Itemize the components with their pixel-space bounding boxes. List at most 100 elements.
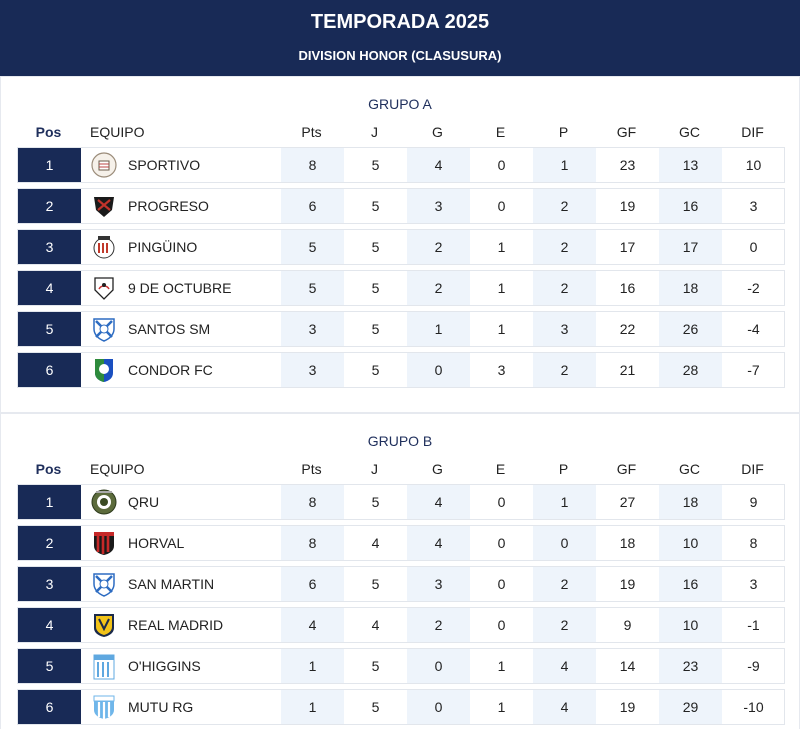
pts-cell: 8 [281,485,344,519]
position-cell: 5 [18,312,81,346]
p-cell: 2 [533,230,596,264]
g-cell: 0 [407,690,470,724]
position-cell: 6 [18,353,81,387]
g-cell: 2 [407,230,470,264]
col-gc: GC [679,461,700,477]
team-cell: CONDOR FC [81,353,281,387]
gc-cell: 16 [659,567,722,601]
team-name: HORVAL [128,535,185,551]
e-cell: 1 [497,699,506,715]
col-g: G [432,461,443,477]
group-title: GRUPO B [367,433,433,449]
column-header-row: Pos EQUIPO Pts J G E P GF GC DIF [17,121,785,143]
gf-cell: 22 [619,321,636,337]
team-cell: 9 DE OCTUBRE [81,271,281,305]
p-cell: 0 [533,526,596,560]
group-a-panel: GRUPO A Pos EQUIPO Pts J G E P GF GC DIF… [0,76,800,413]
p-cell: 2 [533,567,596,601]
j-cell: 5 [371,362,380,378]
column-header-row: Pos EQUIPO Pts J G E P GF GC DIF [17,458,785,480]
dif-cell: -10 [743,699,764,715]
g-cell: 3 [407,567,470,601]
table-row: 1 SPORTIVO 8 5 4 0 1 23 13 10 [17,147,785,183]
team-name: SPORTIVO [128,157,201,173]
pts-cell: 3 [281,353,344,387]
gc-cell: 18 [659,271,722,305]
position-cell: 3 [18,230,81,264]
gc-cell: 17 [659,230,722,264]
dif-cell: 0 [749,239,758,255]
team-name: PINGÜINO [128,239,198,255]
condor-fc-crest-icon [95,359,113,382]
position-cell: 2 [18,189,81,223]
gc-cell: 29 [659,690,722,724]
col-pos: Pos [35,124,62,140]
team-name: QRU [128,494,160,510]
gf-cell: 14 [619,658,636,674]
dif-cell: -2 [747,280,760,296]
gf-cell: 19 [619,699,636,715]
team-cell: SANTOS SM [81,312,281,346]
e-cell: 0 [497,198,506,214]
g-cell: 2 [407,271,470,305]
position-cell: 6 [18,690,81,724]
pts-cell: 5 [281,230,344,264]
j-cell: 5 [371,576,380,592]
dif-cell: 10 [745,157,762,173]
col-pts: Pts [301,461,322,477]
g-cell: 4 [407,485,470,519]
pinguino-crest-icon [93,236,115,259]
j-cell: 5 [371,658,380,674]
dif-cell: -7 [747,362,760,378]
mutu-rg-crest-icon [93,695,115,719]
p-cell: 3 [533,312,596,346]
team-cell: PROGRESO [81,189,281,223]
gf-cell: 19 [619,198,636,214]
horval-crest-icon [94,532,114,555]
team-cell: REAL MADRID [81,608,281,642]
table-row: 1 QRU 8 5 4 0 1 27 18 9 [17,484,785,520]
group-title: GRUPO A [368,96,432,112]
e-cell: 3 [497,362,506,378]
pts-cell: 5 [281,271,344,305]
san-martin-crest-icon [93,573,115,597]
page-header: TEMPORADA 2025 DIVISION HONOR (CLASUSURA… [0,0,800,76]
table-row: 3 SAN MARTIN 6 5 3 0 2 19 16 3 [17,566,785,602]
pts-cell: 1 [281,690,344,724]
position-cell: 1 [18,485,81,519]
position-cell: 2 [18,526,81,560]
team-name: PROGRESO [128,198,209,214]
real-madrid-crest-icon [94,614,114,637]
col-dif: DIF [741,124,764,140]
santos-sm-crest-icon [93,318,115,342]
gc-cell: 26 [659,312,722,346]
ohiggins-crest-icon [93,654,115,680]
j-cell: 5 [371,494,380,510]
gf-cell: 9 [623,617,632,633]
gf-cell: 16 [619,280,636,296]
e-cell: 0 [497,494,506,510]
col-gf: GF [616,461,637,477]
p-cell: 2 [533,271,596,305]
j-cell: 5 [371,699,380,715]
gc-cell: 23 [659,649,722,683]
j-cell: 5 [371,321,380,337]
dif-cell: 3 [749,198,758,214]
gc-cell: 28 [659,353,722,387]
col-team: EQUIPO [90,124,145,140]
gc-cell: 16 [659,189,722,223]
page-subtitle: DIVISION HONOR (CLASUSURA) [298,48,502,63]
j-cell: 4 [371,535,380,551]
gf-cell: 17 [619,239,636,255]
pts-cell: 1 [281,649,344,683]
dif-cell: -4 [747,321,760,337]
e-cell: 0 [497,535,506,551]
j-cell: 4 [371,617,380,633]
pts-cell: 8 [281,526,344,560]
gf-cell: 19 [619,576,636,592]
gc-cell: 13 [659,148,722,182]
p-cell: 2 [533,608,596,642]
dif-cell: 9 [749,494,758,510]
pts-cell: 6 [281,189,344,223]
gc-cell: 10 [659,526,722,560]
